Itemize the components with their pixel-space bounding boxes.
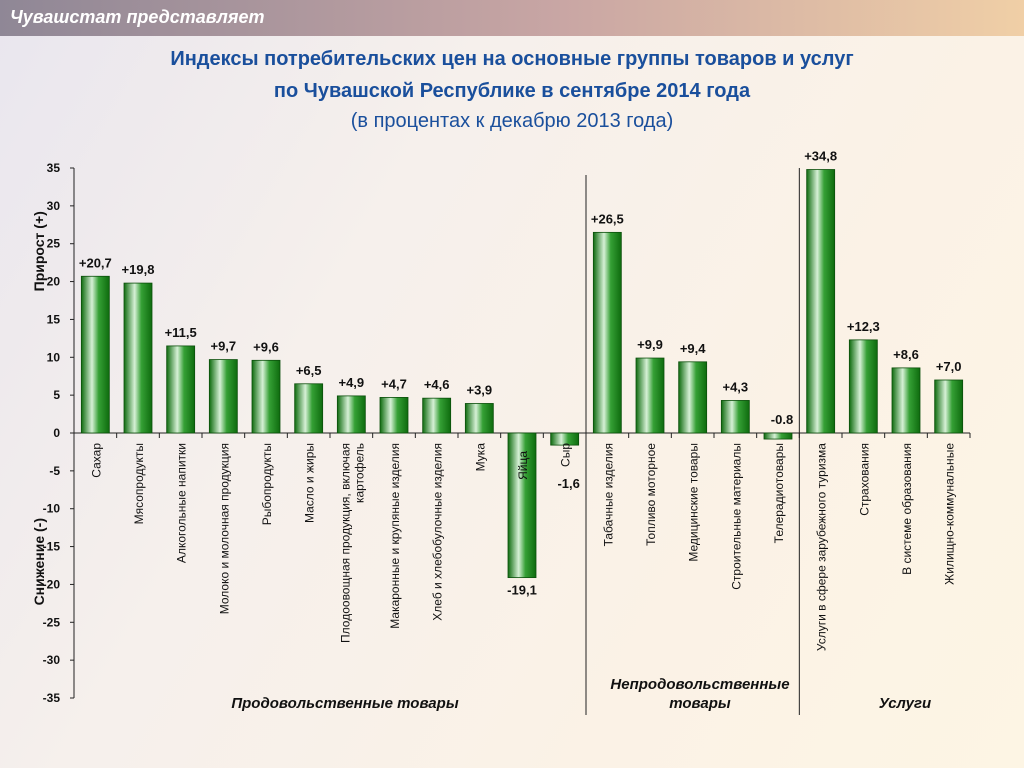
data-label: +6,5 — [296, 363, 322, 378]
data-label: +34,8 — [804, 149, 837, 164]
bar — [464, 403, 494, 434]
y-tick-label: -30 — [43, 653, 61, 667]
bar — [123, 282, 153, 434]
bar — [208, 359, 238, 434]
data-label: +7,0 — [936, 359, 962, 374]
data-label: -0.8 — [771, 412, 793, 427]
category-label: Хлеб и хлебобулочные изделия — [431, 443, 445, 621]
data-label: +4,6 — [424, 377, 450, 392]
chart-title-line1: Индексы потребительских цен на основные … — [170, 48, 854, 70]
y-tick-label: -35 — [43, 691, 61, 705]
category-label: Сыр — [559, 443, 573, 467]
y-tick-label: -15 — [43, 540, 61, 554]
chart-title-line2: по Чувашской Республике в сентябре 2014 … — [273, 80, 751, 102]
category-label: Страхования — [857, 443, 871, 516]
header-bar: Чувашстат представляет — [0, 0, 1024, 36]
category-label: Топливо моторное — [644, 443, 658, 546]
category-label: Рыбопродукты — [260, 443, 274, 525]
category-label: Строительные материалы — [729, 443, 743, 590]
y-tick-label: 25 — [47, 237, 61, 251]
data-label: +4,9 — [338, 375, 364, 390]
bar — [251, 359, 281, 434]
bar — [848, 339, 878, 434]
bar — [379, 397, 409, 434]
data-label: -1,6 — [557, 476, 579, 491]
chart-subtitle: (в процентах к декабрю 2013 года) — [350, 110, 674, 132]
y-tick-label: -25 — [43, 615, 61, 629]
data-label: +11,5 — [165, 325, 197, 340]
brand-title: Чувашстат представляет — [10, 7, 265, 27]
category-label: Плодоовощная продукция, включаякартофель — [338, 443, 366, 643]
y-axis-label-positive: Прирост (+) — [31, 211, 47, 291]
bar — [635, 357, 665, 434]
y-tick-label: 30 — [47, 199, 61, 213]
y-tick-label: 5 — [53, 388, 60, 402]
y-tick-label: -5 — [49, 464, 60, 478]
group-label-services: Услуги — [878, 695, 932, 712]
category-label: Масло и жиры — [303, 443, 317, 523]
category-label: Молоко и молочная продукция — [217, 443, 231, 614]
y-tick-label: -10 — [43, 502, 61, 516]
category-label: Яйца — [516, 451, 530, 480]
bar — [550, 432, 580, 446]
y-axis-label-negative: Снижение (-) — [31, 518, 47, 605]
bar — [422, 397, 452, 434]
data-label: +9,4 — [680, 341, 706, 356]
y-tick-label: 0 — [53, 426, 60, 440]
bar — [592, 231, 622, 434]
bar — [507, 432, 537, 579]
bar — [336, 395, 366, 434]
bar — [934, 379, 964, 434]
category-label: В системе образования — [900, 443, 914, 575]
data-label: +19,8 — [122, 262, 155, 277]
data-label: +4,3 — [722, 379, 748, 394]
data-label: +9,9 — [637, 337, 663, 352]
bar — [294, 383, 324, 434]
category-label: Мясопродукты — [132, 443, 146, 524]
category-label: Табачные изделия — [601, 443, 615, 546]
category-label: Мука — [473, 443, 487, 472]
data-label: +4,7 — [381, 376, 407, 391]
category-label: Услуги в сфере зарубежного туризма — [815, 443, 829, 651]
bar — [678, 361, 708, 434]
data-label: +20,7 — [79, 255, 112, 270]
y-tick-label: 10 — [47, 350, 61, 364]
category-label: Медицинские товары — [687, 443, 701, 562]
group-label-food: Продовольственные товары — [231, 695, 459, 712]
bar — [80, 275, 110, 434]
bar — [720, 400, 750, 434]
category-label: Сахар — [89, 443, 103, 478]
category-label: Телерадиотовары — [772, 443, 786, 543]
y-tick-label: 15 — [47, 312, 61, 326]
category-label: Макаронные и крупяные изделия — [388, 443, 402, 629]
bar — [891, 367, 921, 434]
data-label: +9,6 — [253, 339, 279, 354]
bar — [806, 169, 836, 434]
group-label-nonfood-line1: Непродовольственные — [610, 676, 790, 693]
data-label: +8,6 — [893, 347, 919, 362]
data-label: -19,1 — [507, 583, 537, 598]
category-label: Жилищно-коммунальные — [943, 443, 957, 585]
y-tick-label: -20 — [43, 577, 61, 591]
data-label: +26,5 — [591, 211, 624, 226]
y-tick-label: 35 — [47, 161, 61, 175]
data-label: +12,3 — [847, 319, 880, 334]
group-label-nonfood-line2: товары — [669, 695, 731, 712]
bar — [763, 432, 793, 440]
category-label: Алкогольные напитки — [175, 443, 189, 563]
data-label: +3,9 — [466, 382, 492, 397]
data-label: +9,7 — [210, 339, 236, 354]
y-tick-label: 20 — [47, 275, 61, 289]
bar — [166, 345, 196, 434]
